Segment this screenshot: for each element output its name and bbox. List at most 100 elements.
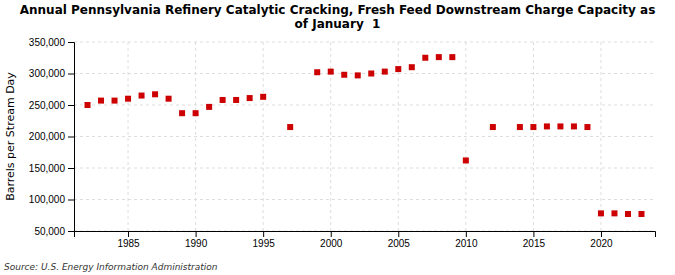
point [233, 97, 239, 103]
point [125, 96, 131, 102]
y-tick: 150,000 [29, 163, 74, 174]
point [557, 123, 563, 129]
point [611, 210, 617, 216]
point [395, 66, 401, 72]
y-tick: 200,000 [29, 131, 74, 142]
point [584, 124, 590, 130]
grid-line [74, 73, 655, 74]
axis-line [75, 232, 656, 238]
point [112, 98, 118, 104]
point [463, 157, 469, 163]
grid-line [74, 199, 655, 200]
tick-label: 300,000 [29, 68, 66, 79]
x-tick: 2000 [320, 231, 343, 249]
point [544, 123, 550, 129]
tick-mark [68, 168, 74, 169]
tick-mark [68, 137, 74, 138]
point [287, 124, 293, 130]
point [517, 124, 523, 130]
tick-label: 100,000 [29, 194, 66, 205]
tick-mark [601, 231, 602, 237]
point [490, 124, 496, 130]
tick-label: 250,000 [29, 100, 66, 111]
point [530, 124, 536, 130]
tick-label: 1985 [117, 238, 140, 249]
tick-label: 2015 [523, 238, 546, 249]
annotation: Source: U.S. Energy Information Administ… [4, 262, 218, 272]
point [638, 211, 644, 217]
point [206, 104, 212, 110]
x-axis: 1985 1990 1995 2000 2005 2010 2015 2020 [75, 231, 656, 249]
grid-line [600, 42, 601, 231]
chart: Annual Pennsylvania Refinery Catalytic C… [0, 0, 675, 275]
tick-label: 50,000 [34, 226, 65, 237]
y-tick: 300,000 [29, 68, 74, 79]
tick-mark [68, 105, 74, 106]
tick-mark [196, 231, 197, 237]
x-tick: 2015 [523, 231, 546, 249]
tick-label: 2010 [455, 238, 478, 249]
point [247, 95, 253, 101]
point [220, 97, 226, 103]
grid-line [74, 136, 655, 137]
x-tick: 1985 [117, 231, 140, 249]
tick-mark [398, 231, 399, 237]
point [436, 54, 442, 60]
y-axis-label: Barrels per Stream Day [4, 72, 17, 201]
point [260, 94, 266, 100]
x-tick: 1995 [253, 231, 276, 249]
tick-mark [331, 231, 332, 237]
point [152, 91, 158, 97]
tick-mark [68, 74, 74, 75]
tick-mark [533, 231, 534, 237]
point [98, 98, 104, 104]
point [139, 93, 145, 99]
point [368, 71, 374, 77]
point [166, 96, 172, 102]
x-tick: 2020 [590, 231, 613, 249]
y-axis: 50,000 100,000 150,000 200,000 250,000 300,00… [29, 37, 75, 237]
tick-mark [128, 231, 129, 237]
title: Annual Pennsylvania Refinery Catalytic C… [20, 3, 656, 31]
title-line: of January 1 [295, 17, 381, 31]
x-tick: 2005 [388, 231, 411, 249]
x-tick: 1990 [185, 231, 208, 249]
point [355, 72, 361, 78]
tick-mark [68, 200, 74, 201]
point [598, 210, 604, 216]
tick-label: 350,000 [29, 37, 66, 48]
point [328, 69, 334, 75]
point [449, 54, 455, 60]
tick-label: 1995 [253, 238, 276, 249]
point [314, 69, 320, 75]
point [382, 69, 388, 75]
grid-line [74, 42, 655, 43]
y-tick: 50,000 [34, 226, 74, 237]
y-tick: 350,000 [29, 37, 74, 48]
grid [74, 42, 655, 231]
y-tick: 100,000 [29, 194, 74, 205]
point [341, 72, 347, 78]
point [625, 211, 631, 217]
axis-line [68, 43, 75, 232]
y-tick: 250,000 [29, 100, 74, 111]
point [409, 64, 415, 70]
grid-line [74, 105, 655, 106]
tick-mark [466, 231, 467, 237]
point [85, 102, 91, 108]
grid-line [74, 168, 655, 169]
tick-label: 200,000 [29, 131, 66, 142]
point [179, 110, 185, 116]
tick-label: 2020 [590, 238, 613, 249]
tick-mark [68, 42, 74, 43]
tick-mark [263, 231, 264, 237]
tick-label: 1990 [185, 238, 208, 249]
point [571, 123, 577, 129]
point [193, 110, 199, 116]
title-line: Annual Pennsylvania Refinery Catalytic C… [20, 3, 656, 17]
point [422, 55, 428, 61]
grid-line [533, 42, 534, 231]
tick-label: 2005 [388, 238, 411, 249]
tick-label: 2000 [320, 238, 343, 249]
tick-label: 150,000 [29, 163, 66, 174]
